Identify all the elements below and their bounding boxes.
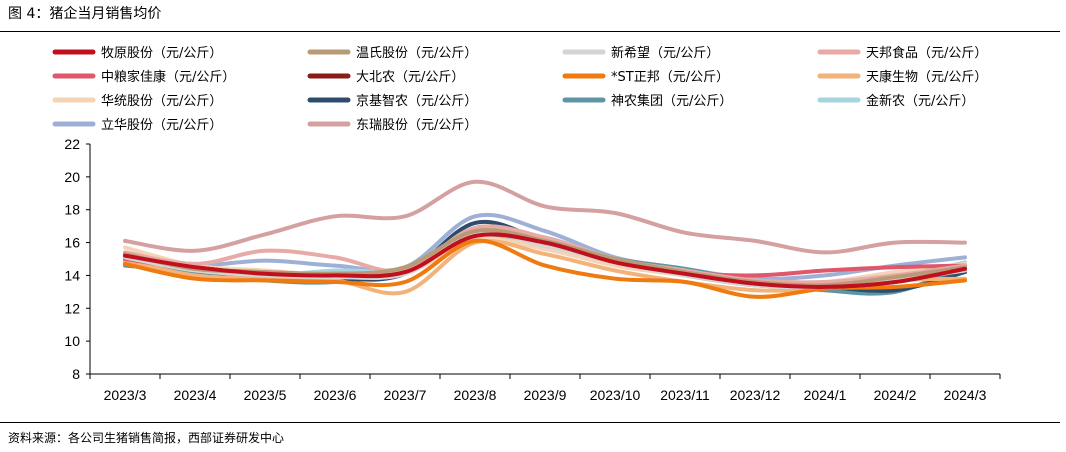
- legend-label-6: *ST正邦（元/公斤）: [611, 70, 729, 85]
- chart-legend: 牧原股份（元/公斤） 温氏股份（元/公斤） 新希望（元/公斤） 天邦食品（元/公斤） 中…: [52, 45, 987, 133]
- x-tick-label: 2023/10: [590, 387, 641, 403]
- x-tick-label: 2024/1: [804, 387, 847, 403]
- y-tick-label: 14: [64, 267, 80, 283]
- legend-label-5: 大北农（元/公斤）: [356, 70, 464, 85]
- series-layer: [123, 179, 967, 299]
- legend-label-4: 中粮家佳康（元/公斤）: [101, 69, 235, 85]
- bottom-rule: [0, 422, 1060, 423]
- legend-label-7: 天康生物（元/公斤）: [866, 69, 987, 85]
- x-tick-label: 2023/5: [244, 387, 287, 403]
- legend-label-3: 天邦食品（元/公斤）: [866, 45, 987, 61]
- x-tick-label: 2023/8: [454, 387, 497, 403]
- legend-label-2: 新希望（元/公斤）: [611, 45, 719, 61]
- legend-label-0: 牧原股份（元/公斤）: [101, 46, 222, 61]
- x-tick-label: 2023/7: [384, 387, 427, 403]
- series-line-13: [123, 179, 967, 255]
- y-tick-label: 16: [64, 235, 80, 251]
- series-line-0: [123, 232, 967, 289]
- legend-label-13: 东瑞股份（元/公斤）: [356, 118, 477, 133]
- x-tick-label: 2023/9: [524, 387, 567, 403]
- legend-label-12: 立华股份（元/公斤）: [101, 118, 222, 133]
- legend-label-1: 温氏股份（元/公斤）: [356, 46, 477, 61]
- legend-label-11: 金新农（元/公斤）: [866, 93, 974, 109]
- x-tick-label: 2024/3: [944, 387, 987, 403]
- x-tick-label: 2023/12: [730, 387, 781, 403]
- y-tick-label: 20: [64, 169, 80, 185]
- x-tick-label: 2023/6: [314, 387, 357, 403]
- y-tick-label: 10: [64, 333, 80, 349]
- chart-axes: 8 10 12 14 16 18 20 22 2023/3 2023/4 2023/5 2023/6 2…: [64, 136, 1001, 403]
- y-tick-label: 18: [64, 202, 80, 218]
- top-rule: [0, 31, 1060, 32]
- legend-label-9: 京基智农（元/公斤）: [356, 94, 477, 109]
- y-tick-label: 22: [64, 136, 80, 152]
- series-line-12: [123, 212, 967, 281]
- x-tick-label: 2023/4: [174, 387, 217, 403]
- source-note: 资料来源：各公司生猪销售简报，西部证券研发中心: [8, 431, 285, 445]
- figure-title: 图 4：猪企当月销售均价: [8, 6, 162, 22]
- legend-label-10: 神农集团（元/公斤）: [611, 93, 732, 109]
- legend-label-8: 华统股份（元/公斤）: [101, 94, 222, 109]
- y-tick-label: 8: [72, 366, 80, 382]
- y-tick-label: 12: [64, 300, 80, 316]
- x-tick-label: 2023/11: [660, 387, 710, 403]
- series-line-3: [123, 224, 967, 285]
- x-tick-label: 2023/3: [104, 387, 147, 403]
- line-chart: 牧原股份（元/公斤） 温氏股份（元/公斤） 新希望（元/公斤） 天邦食品（元/公斤） 中…: [52, 45, 1001, 403]
- x-tick-label: 2024/2: [874, 387, 917, 403]
